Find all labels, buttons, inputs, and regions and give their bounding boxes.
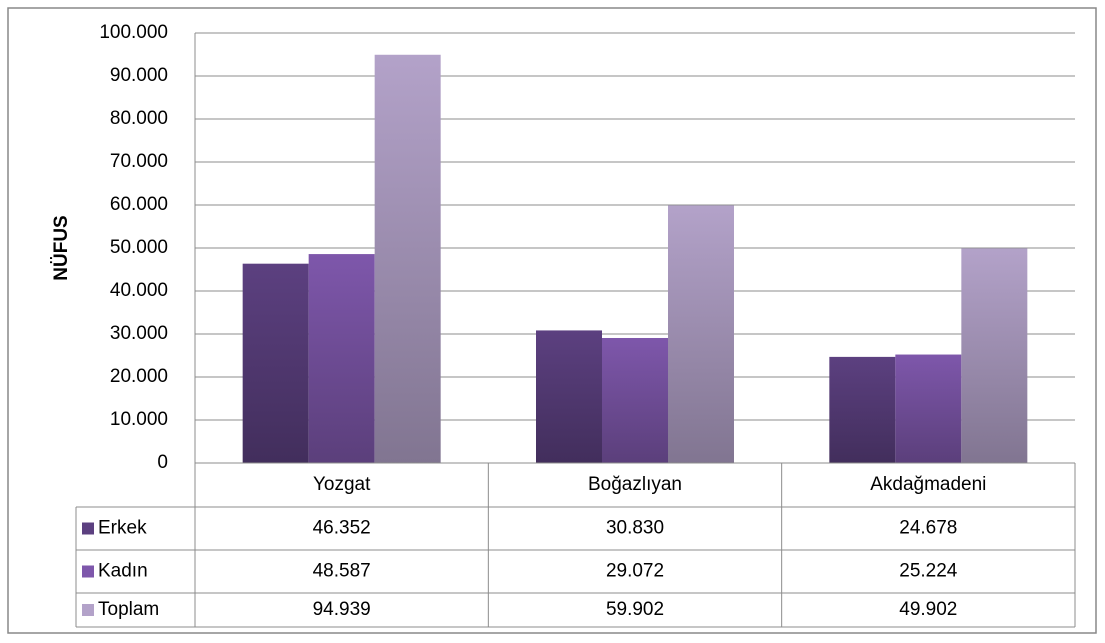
x-tick-label: Akdağmadeni (870, 474, 986, 495)
y-tick-label: 0 (157, 452, 168, 473)
y-tick-label: 50.000 (110, 237, 168, 258)
y-tick-label: 70.000 (110, 151, 168, 172)
legend-swatch (82, 565, 94, 578)
table-value: 29.072 (606, 561, 664, 582)
legend-swatch (82, 604, 94, 616)
bar (829, 356, 896, 463)
bar (242, 263, 309, 463)
table-value: 25.224 (899, 561, 958, 582)
y-tick-label: 90.000 (110, 65, 168, 86)
table-value: 46.352 (313, 518, 371, 539)
y-axis-label: NÜFUS (51, 215, 72, 280)
bar (308, 254, 375, 463)
bar (895, 354, 962, 463)
table-value: 24.678 (899, 518, 957, 539)
x-tick-label: Boğazlıyan (588, 474, 682, 495)
bar (374, 54, 441, 463)
y-tick-label: 80.000 (110, 108, 168, 129)
bar (602, 337, 668, 463)
bar (536, 330, 602, 463)
table-value: 49.902 (899, 599, 957, 620)
y-tick-label: 20.000 (110, 366, 168, 387)
y-tick-label: 30.000 (110, 323, 168, 344)
y-tick-label: 100.000 (99, 22, 168, 43)
y-tick-label: 10.000 (110, 409, 168, 430)
table-value: 48.587 (313, 561, 371, 582)
table-value: 59.902 (606, 599, 664, 620)
bar (961, 248, 1028, 463)
bar (668, 205, 734, 464)
x-tick-label: Yozgat (313, 474, 371, 495)
legend-label: Kadın (98, 561, 148, 582)
table-value: 94.939 (313, 599, 371, 620)
y-tick-label: 40.000 (110, 280, 168, 301)
legend-label: Erkek (98, 518, 147, 539)
legend-swatch (82, 522, 94, 535)
legend-label: Toplam (98, 599, 159, 620)
y-tick-label: 60.000 (110, 194, 168, 215)
chart-border (7, 7, 1097, 634)
table-value: 30.830 (606, 518, 664, 539)
